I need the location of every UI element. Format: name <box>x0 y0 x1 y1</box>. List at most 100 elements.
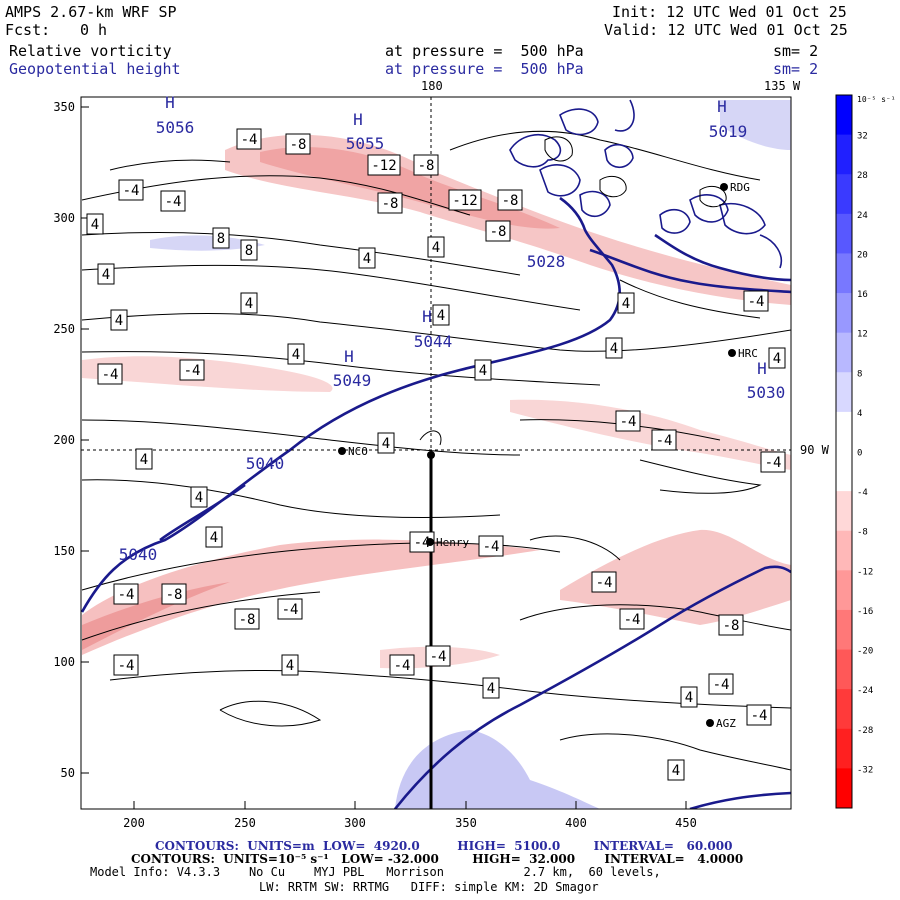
vort-contour-2 <box>81 231 521 276</box>
neg-vort-band-se <box>560 529 791 625</box>
y-tick-label: 150 <box>53 544 75 558</box>
station-agz: AGZ <box>706 717 736 730</box>
svg-text:8: 8 <box>217 231 225 247</box>
y-tick-label: 200 <box>53 433 75 447</box>
svg-text:-4: -4 <box>656 433 673 449</box>
contour-label: 4 <box>110 309 128 331</box>
svg-text:4: 4 <box>363 251 371 267</box>
valid-time: Valid: 12 UTC Wed 01 Oct 25 <box>604 21 848 39</box>
svg-text:4: 4 <box>102 267 110 283</box>
ne-blob-8 <box>659 208 691 234</box>
contour-label: 4 <box>617 292 635 314</box>
field1-name: Relative vorticity <box>9 42 172 60</box>
field1-smoothing: sm= 2 <box>773 42 819 60</box>
contour-info-height: CONTOURS: UNITS=m LOW= 4920.0 HIGH= 5100… <box>155 839 733 853</box>
pos-vort-patch-west <box>150 235 265 251</box>
contour-label: -8 <box>485 220 511 242</box>
height-label: 5044 <box>414 332 453 351</box>
vort-contour-3 <box>81 264 581 311</box>
height-label: 5028 <box>527 252 566 271</box>
svg-text:4: 4 <box>487 681 495 697</box>
svg-text:4: 4 <box>91 217 99 233</box>
vort-contour-19 <box>419 430 442 446</box>
svg-text:-12: -12 <box>371 158 396 174</box>
station-markers: RDG HRC NCO Henry AGZ <box>338 181 758 730</box>
svg-text:-8: -8 <box>418 158 435 174</box>
svg-text:NCO: NCO <box>348 445 368 458</box>
high-marker: H <box>717 97 727 116</box>
contour-label: 4 <box>605 337 623 359</box>
svg-text:-4: -4 <box>748 294 765 310</box>
height-contour-ne <box>654 233 791 282</box>
contour-info-vorticity: CONTOURS: UNITS=10⁻⁵ s⁻¹ LOW= -32.000 HI… <box>131 852 744 866</box>
forecast-value: 0 h <box>80 21 108 39</box>
south-pole-marker <box>427 451 435 459</box>
model-info-physics: LW: RRTM SW: RRTMG DIFF: simple KM: 2D S… <box>259 880 599 894</box>
svg-text:4: 4 <box>210 530 218 546</box>
contour-label: 4 <box>432 304 450 326</box>
ne-blob-2 <box>539 164 581 197</box>
contour-label: -4 <box>236 128 262 150</box>
y-tick-label: 100 <box>53 655 75 669</box>
svg-text:-4: -4 <box>430 649 447 665</box>
contour-label: -4 <box>708 673 734 695</box>
height-contour-5040 <box>81 196 621 613</box>
contour-label: 4 <box>97 263 115 285</box>
field2-level: at pressure = 500 hPa <box>385 60 584 78</box>
contour-label: 4 <box>667 759 685 781</box>
height-contour-south <box>393 565 791 809</box>
contour-label: -8 <box>413 154 439 176</box>
contour-label: 4 <box>240 292 258 314</box>
vort-contour-18 <box>529 535 621 561</box>
svg-text:-8: -8 <box>290 137 307 153</box>
contour-label: -4 <box>591 571 617 593</box>
ne-blob-3 <box>559 108 599 136</box>
svg-text:4: 4 <box>437 308 445 324</box>
pos-vort-patch-south <box>395 730 600 809</box>
vort-contour-9 <box>81 591 321 641</box>
height-label: 5030 <box>747 383 786 402</box>
contour-label: -4 <box>478 535 504 557</box>
contour-label: 4 <box>377 432 395 454</box>
svg-text:-4: -4 <box>102 367 119 383</box>
contour-label: 4 <box>86 213 104 235</box>
ne-blob-11 <box>544 136 573 162</box>
svg-text:-4: -4 <box>241 132 258 148</box>
contour-label: 4 <box>474 359 492 381</box>
y-tick-label: 350 <box>53 100 75 114</box>
pos-vort-patch-ne <box>720 100 791 150</box>
neg-vort-core-south <box>82 582 230 650</box>
svg-text:-4: -4 <box>184 363 201 379</box>
height-label: 5040 <box>246 454 285 473</box>
svg-text:-4: -4 <box>282 602 299 618</box>
svg-text:4: 4 <box>245 296 253 312</box>
svg-text:4: 4 <box>115 313 123 329</box>
contour-label: -4 <box>619 608 645 630</box>
vort-contour-17 <box>639 459 762 494</box>
contour-label: -8 <box>161 583 187 605</box>
x-tick-label: 250 <box>234 816 256 830</box>
svg-text:4: 4 <box>286 658 294 674</box>
contour-label: -4 <box>277 598 303 620</box>
high-marker: H <box>353 110 363 129</box>
station-rdg: RDG <box>720 181 750 194</box>
contour-label: 4 <box>680 686 698 708</box>
vort-contour-10 <box>109 669 791 709</box>
neg-vort-band-south <box>82 539 540 655</box>
lon-label-180: 180 <box>421 79 443 93</box>
svg-text:4: 4 <box>292 347 300 363</box>
contour-label: 4 <box>768 347 786 369</box>
high-marker: H <box>757 359 767 378</box>
svg-text:-8: -8 <box>382 196 399 212</box>
ne-blob-13 <box>699 185 727 208</box>
contour-label: 8 <box>212 227 230 249</box>
svg-text:AGZ: AGZ <box>716 717 736 730</box>
contour-label: -8 <box>377 192 403 214</box>
contour-label: -4 <box>425 645 451 667</box>
svg-text:4: 4 <box>479 363 487 379</box>
svg-text:-4: -4 <box>620 414 637 430</box>
ne-blob-4 <box>579 190 611 218</box>
svg-text:-12: -12 <box>452 193 477 209</box>
ne-disturbance <box>509 99 782 269</box>
